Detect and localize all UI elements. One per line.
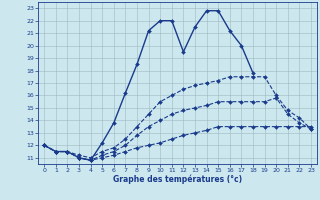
X-axis label: Graphe des températures (°c): Graphe des températures (°c) xyxy=(113,175,242,184)
